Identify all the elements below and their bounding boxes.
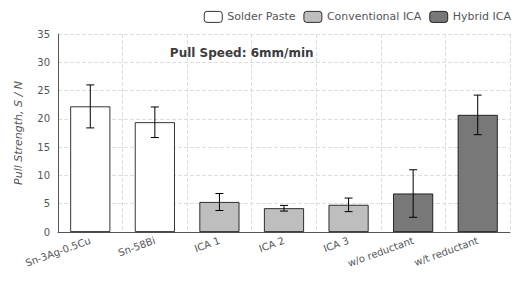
svg-text:Sn-3Ag-0.5Cu: Sn-3Ag-0.5Cu (24, 235, 92, 269)
svg-text:ICA 3: ICA 3 (322, 235, 351, 254)
svg-text:Pull Strength, S / N: Pull Strength, S / N (12, 81, 25, 185)
svg-text:Conventional ICA: Conventional ICA (327, 10, 422, 23)
svg-text:20: 20 (37, 113, 50, 124)
svg-text:0: 0 (44, 227, 50, 238)
svg-text:30: 30 (37, 57, 50, 68)
svg-text:ICA 1: ICA 1 (193, 235, 222, 254)
svg-text:15: 15 (37, 142, 50, 153)
svg-text:w/t reductant: w/t reductant (413, 235, 480, 268)
svg-text:Sn-58Bi: Sn-58Bi (117, 235, 157, 259)
svg-text:Pull Speed: 6mm/min: Pull Speed: 6mm/min (170, 46, 314, 60)
svg-text:ICA 2: ICA 2 (257, 235, 286, 254)
svg-text:Solder Paste: Solder Paste (227, 10, 295, 23)
svg-text:5: 5 (44, 198, 50, 209)
svg-text:25: 25 (37, 85, 50, 96)
svg-text:35: 35 (37, 29, 50, 40)
svg-text:Hybrid ICA: Hybrid ICA (453, 10, 512, 23)
svg-text:10: 10 (37, 170, 50, 181)
svg-text:w/o reductant: w/o reductant (346, 235, 415, 269)
